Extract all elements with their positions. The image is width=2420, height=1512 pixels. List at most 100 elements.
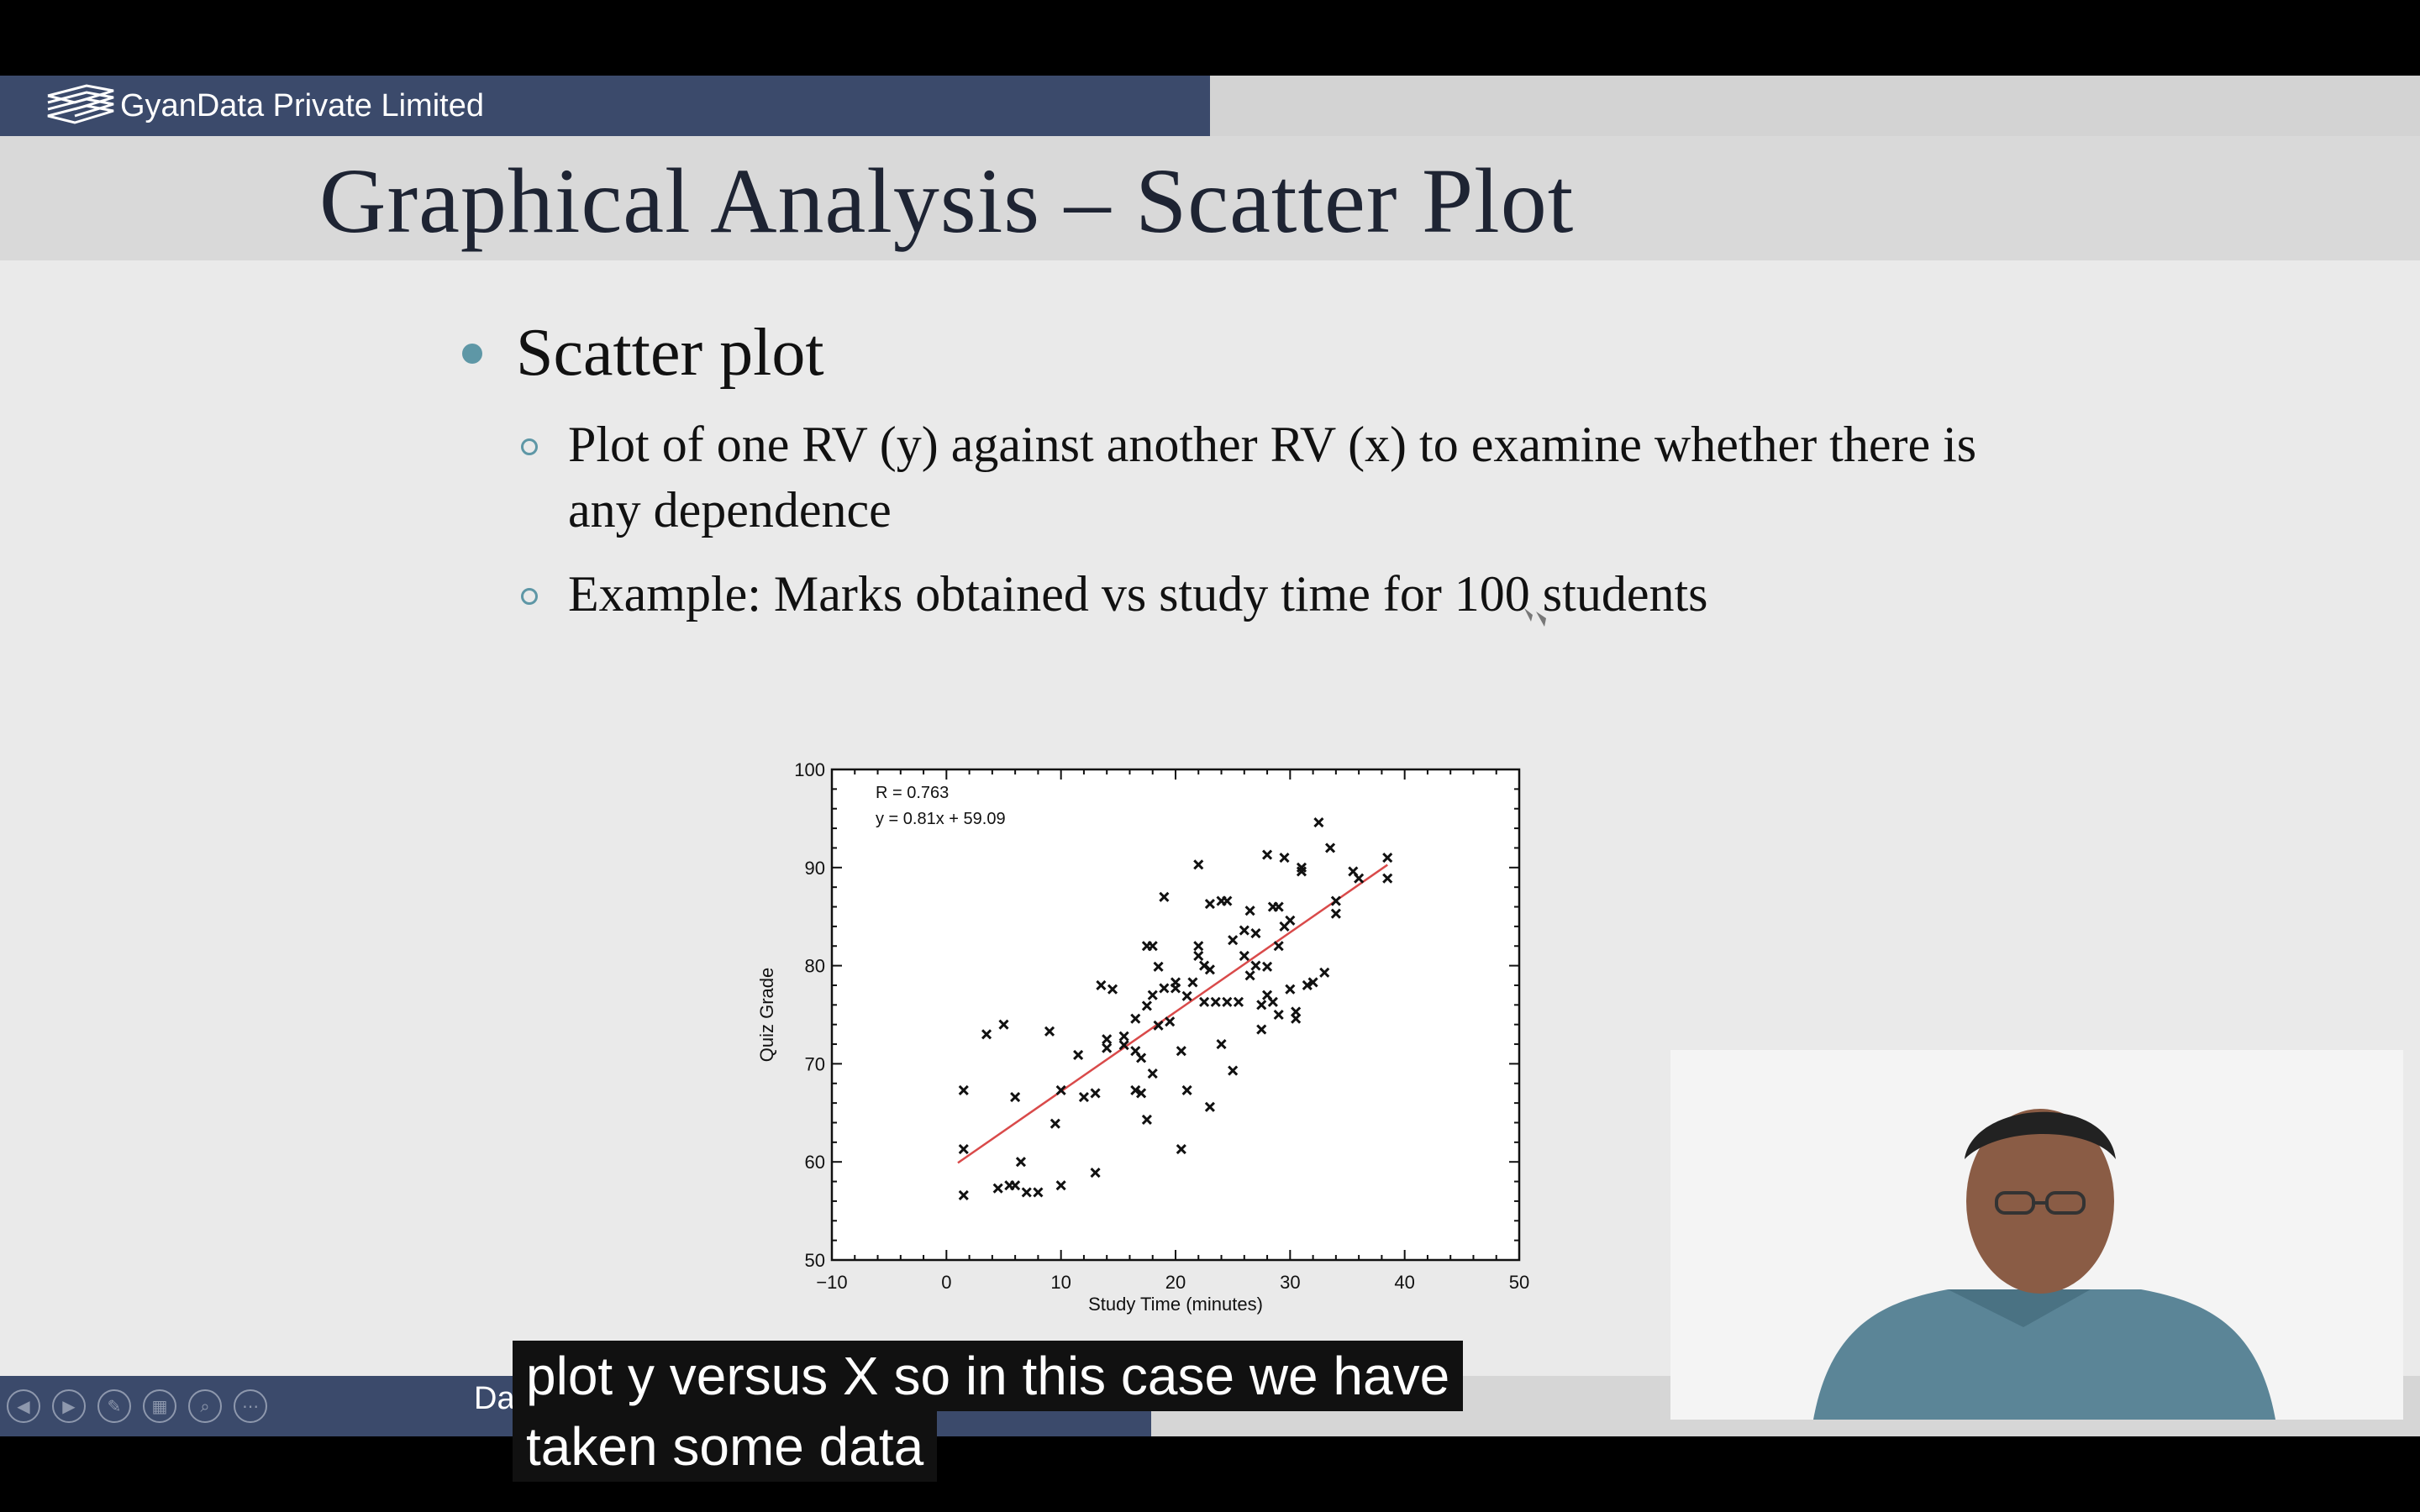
subtitle-caption: plot y versus X so in this case we have …	[513, 1341, 1464, 1482]
data-point	[1228, 1065, 1239, 1076]
y-tick-label: 80	[805, 956, 825, 977]
zoom-icon[interactable]: ⌕	[188, 1389, 222, 1423]
data-point	[1233, 996, 1244, 1007]
data-point	[1096, 979, 1107, 991]
data-point	[1147, 1068, 1158, 1079]
data-point	[1010, 1092, 1021, 1103]
scatter-chart: −10 0 10 20 30 40 50 50 60 70 80 90 100 R = 0.763 y …	[756, 759, 1529, 1315]
data-point	[1267, 996, 1278, 1007]
data-point	[1285, 915, 1296, 926]
data-point	[1090, 1167, 1101, 1179]
y-axis-label: Quiz Grade	[756, 968, 777, 1063]
axis-ticks	[831, 769, 1520, 1261]
x-tick-label: 0	[941, 1272, 951, 1293]
cursor-icon	[1524, 608, 1546, 627]
annotation-r: R = 0.763	[876, 784, 949, 802]
data-point	[1147, 990, 1158, 1000]
data-point	[1302, 979, 1313, 991]
data-point	[1193, 859, 1204, 870]
plot-area	[830, 768, 1521, 1262]
data-point	[1222, 996, 1233, 1007]
data-point	[992, 1183, 1003, 1194]
bullet-dot-icon	[462, 343, 482, 364]
bullet-ring-icon	[521, 438, 538, 455]
data-point	[1313, 817, 1324, 828]
data-point	[1102, 1042, 1113, 1053]
prev-icon[interactable]: ◀	[7, 1389, 40, 1423]
book-stack-icon	[47, 84, 114, 124]
data-point	[1021, 1187, 1032, 1198]
data-point	[1050, 1118, 1060, 1129]
y-tick-label: 100	[794, 759, 825, 780]
data-point	[1204, 898, 1215, 910]
data-point	[1130, 1084, 1141, 1095]
data-point	[1273, 941, 1284, 952]
sub-bullet-example: Example: Marks obtained vs study time fo…	[521, 561, 2000, 627]
data-point	[1216, 1038, 1227, 1050]
data-point	[1199, 960, 1210, 971]
data-point	[1136, 1053, 1147, 1063]
data-point	[1382, 873, 1393, 884]
data-point	[1176, 1046, 1186, 1057]
slide-title: Graphical Analysis – Scatter Plot	[319, 150, 1575, 252]
data-point	[1118, 1031, 1129, 1042]
data-point	[1033, 1187, 1044, 1198]
data-point	[1250, 960, 1261, 971]
x-tick-label: 10	[1050, 1272, 1071, 1293]
data-point	[1141, 1114, 1152, 1126]
data-point	[1147, 941, 1158, 952]
data-point	[1090, 1088, 1101, 1099]
data-point	[1204, 1101, 1215, 1112]
title-band	[0, 136, 2420, 260]
data-point	[958, 1189, 969, 1200]
data-point	[1193, 950, 1204, 961]
data-point	[958, 1084, 969, 1095]
data-point	[1244, 906, 1255, 916]
data-point	[1256, 1000, 1267, 1011]
data-point	[1262, 849, 1273, 860]
data-point	[1382, 853, 1393, 864]
header-bar	[0, 76, 1210, 136]
data-point	[1250, 927, 1261, 939]
data-point	[1354, 873, 1365, 884]
data-point	[1055, 1084, 1066, 1095]
data-point	[1222, 895, 1233, 906]
more-icon[interactable]: ⋯	[234, 1389, 267, 1423]
bullet-ring-icon	[521, 588, 538, 605]
data-point	[1273, 901, 1284, 912]
data-point	[1136, 1088, 1147, 1099]
data-point	[1055, 1180, 1066, 1191]
data-point	[1159, 891, 1170, 902]
data-point	[1204, 964, 1215, 975]
slides-icon[interactable]: ▦	[143, 1389, 176, 1423]
data-point	[1273, 1009, 1284, 1021]
data-point	[1078, 1092, 1089, 1103]
x-axis-label: Study Time (minutes)	[1088, 1294, 1263, 1315]
data-point	[1291, 1013, 1302, 1024]
data-point	[1181, 1084, 1192, 1095]
presenter-image	[1670, 1050, 2403, 1420]
data-point	[1239, 950, 1249, 961]
webcam-overlay	[1670, 1050, 2403, 1420]
data-point	[1159, 983, 1170, 994]
slide: GyanData Private Limited Graphical Analy…	[0, 76, 2420, 1436]
y-tick-label: 90	[805, 858, 825, 879]
x-tick-label: −10	[816, 1272, 847, 1293]
data-point	[1165, 1016, 1176, 1027]
data-point	[1187, 977, 1198, 988]
sub-bullet-definition: Plot of one RV (y) against another RV (x…	[521, 412, 2000, 543]
data-point	[981, 1029, 992, 1040]
next-icon[interactable]: ▶	[52, 1389, 86, 1423]
data-point	[1228, 935, 1239, 946]
data-point	[1324, 843, 1336, 853]
pen-icon[interactable]: ✎	[97, 1389, 131, 1423]
data-point	[1176, 1143, 1186, 1155]
data-point	[1319, 967, 1330, 978]
y-tick-label: 60	[805, 1152, 825, 1173]
data-point	[1118, 1040, 1129, 1051]
data-point	[1262, 961, 1273, 972]
data-point	[1210, 996, 1221, 1007]
fit-line	[957, 864, 1388, 1164]
bullet-text: Scatter plot	[516, 316, 824, 390]
